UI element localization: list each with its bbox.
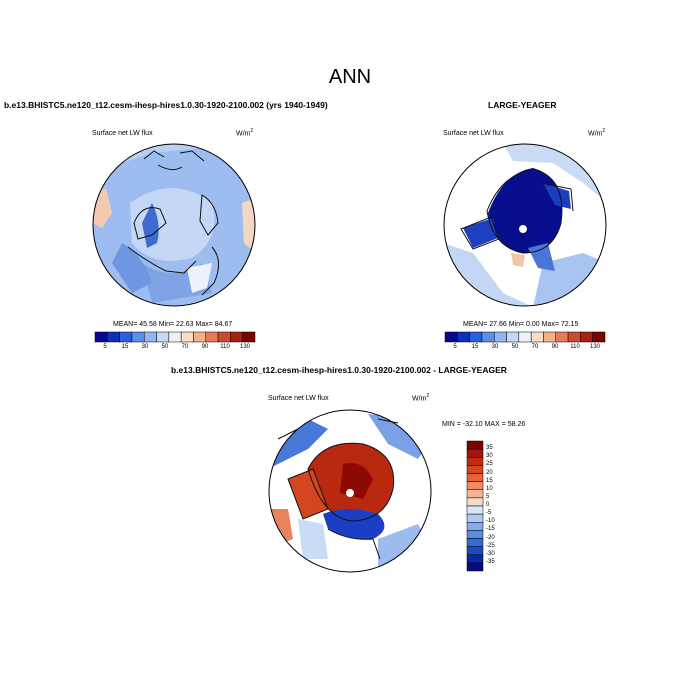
colorbar-tick-label: -10 xyxy=(486,518,495,525)
colorbar-tick-label: -35 xyxy=(486,558,495,565)
colorbar-swatch xyxy=(466,538,484,547)
panel1-variable-label: Surface net LW flux xyxy=(92,130,153,137)
colorbar-tick-label: 90 xyxy=(201,344,209,350)
panel1-title: b.e13.BHISTC5.ne120_t12.cesm-ihesp-hires… xyxy=(4,100,328,110)
panel2-stats: MEAN= 27.66 Min= 0.00 Max= 72.15 xyxy=(463,321,579,328)
colorbar-swatch xyxy=(466,513,484,523)
colorbar-tick-label: -20 xyxy=(486,534,495,541)
colorbar-swatch xyxy=(94,331,108,343)
colorbar-tick-label: -5 xyxy=(486,510,492,517)
colorbar-swatch xyxy=(543,331,557,343)
colorbar-tick-label: 0 xyxy=(486,502,490,508)
colorbar-swatch xyxy=(555,331,569,343)
colorbar-swatch xyxy=(466,465,484,474)
colorbar-tick-label: 5 xyxy=(453,344,457,350)
colorbar-tick-label: 15 xyxy=(471,344,479,350)
colorbar-tick-label: 20 xyxy=(486,469,493,476)
panel3-colorbar-labels: 35 30 25 20 15 10 5 0 -5 -10 -15 -20 -25 -30 -35 xyxy=(486,441,516,571)
colorbar-swatch xyxy=(119,331,133,343)
colorbar-tick-label: 110 xyxy=(570,344,580,350)
colorbar-swatch xyxy=(466,457,484,466)
colorbar-tick-label: 130 xyxy=(589,344,601,350)
panel2-colorbar-labels: 5 15 30 50 70 90 110 130 xyxy=(445,344,605,354)
main-title: ANN xyxy=(328,66,372,88)
colorbar-swatch xyxy=(466,530,484,539)
panel3-colorbar xyxy=(466,440,484,572)
colorbar-swatch xyxy=(466,546,484,555)
panel2-colorbar xyxy=(444,331,606,343)
colorbar-tick-label: 130 xyxy=(239,344,251,350)
colorbar-tick-label: 50 xyxy=(511,344,519,350)
colorbar-swatch xyxy=(180,331,194,343)
colorbar-swatch xyxy=(242,331,256,343)
colorbar-tick-label: 15 xyxy=(486,477,493,484)
colorbar-swatch xyxy=(193,331,207,343)
colorbar-tick-label: 50 xyxy=(161,344,169,350)
colorbar-swatch xyxy=(217,331,231,343)
colorbar-tick-label: 70 xyxy=(531,344,539,350)
colorbar-swatch xyxy=(466,440,484,450)
colorbar-swatch xyxy=(466,481,484,490)
colorbar-tick-label: 15 xyxy=(121,344,129,350)
colorbar-swatch xyxy=(466,562,484,572)
panel2-variable-label: Surface net LW flux xyxy=(443,130,504,137)
panel1-colorbar xyxy=(94,331,256,343)
colorbar-swatch xyxy=(580,331,593,343)
panel2-title: LARGE-YEAGER xyxy=(488,100,557,110)
colorbar-swatch xyxy=(466,489,484,499)
colorbar-swatch xyxy=(131,331,145,343)
colorbar-swatch xyxy=(466,554,484,564)
panel3-polar-map xyxy=(268,409,432,573)
colorbar-swatch xyxy=(156,331,170,343)
panel1-stats: MEAN= 45.58 Min= 22.63 Max= 84.67 xyxy=(113,321,233,328)
colorbar-tick-label: 5 xyxy=(486,493,490,500)
colorbar-swatch xyxy=(592,331,606,343)
panel3-title: b.e13.BHISTC5.ne120_t12.cesm-ihesp-hires… xyxy=(171,365,507,375)
colorbar-tick-label: 90 xyxy=(551,344,559,350)
colorbar-swatch xyxy=(107,331,120,343)
colorbar-swatch xyxy=(567,331,581,343)
colorbar-swatch xyxy=(506,331,520,343)
colorbar-tick-label: 30 xyxy=(141,344,149,350)
colorbar-swatch xyxy=(457,331,470,343)
colorbar-tick-label: -15 xyxy=(486,526,495,533)
panel1-polar-map xyxy=(92,143,256,307)
colorbar-swatch xyxy=(493,331,507,343)
colorbar-tick-label: 35 xyxy=(486,445,493,452)
colorbar-tick-label: 5 xyxy=(103,344,107,350)
colorbar-swatch xyxy=(481,331,495,343)
colorbar-swatch xyxy=(466,448,484,458)
panel3-units-label: W/m2 xyxy=(412,393,430,403)
panel2-polar-map xyxy=(443,143,607,307)
colorbar-swatch xyxy=(466,497,484,507)
colorbar-tick-label: 30 xyxy=(486,453,493,460)
colorbar-swatch xyxy=(466,473,484,482)
colorbar-swatch xyxy=(143,331,157,343)
colorbar-swatch xyxy=(469,331,483,343)
colorbar-tick-label: 70 xyxy=(181,344,189,350)
colorbar-tick-label: 25 xyxy=(486,461,493,468)
colorbar-tick-label: -25 xyxy=(486,542,495,549)
colorbar-tick-label: -30 xyxy=(486,550,495,557)
panel3-minmax: MIN = -32.10 MAX = 58.26 xyxy=(442,421,526,428)
colorbar-tick-label: 10 xyxy=(486,485,493,492)
colorbar-swatch xyxy=(444,331,458,343)
colorbar-swatch xyxy=(518,331,532,343)
panel2-units-label: W/m2 xyxy=(588,128,606,138)
colorbar-swatch xyxy=(530,331,544,343)
colorbar-tick-label: 110 xyxy=(220,344,230,350)
panel3-variable-label: Surface net LW flux xyxy=(268,395,329,402)
colorbar-swatch xyxy=(205,331,219,343)
panel1-colorbar-labels: 5 15 30 50 70 90 110 130 xyxy=(95,344,255,354)
colorbar-swatch xyxy=(230,331,243,343)
colorbar-swatch xyxy=(466,522,484,531)
colorbar-swatch xyxy=(466,505,484,515)
colorbar-tick-label: 30 xyxy=(491,344,499,350)
colorbar-swatch xyxy=(168,331,182,343)
panel1-units-label: W/m2 xyxy=(236,128,254,138)
